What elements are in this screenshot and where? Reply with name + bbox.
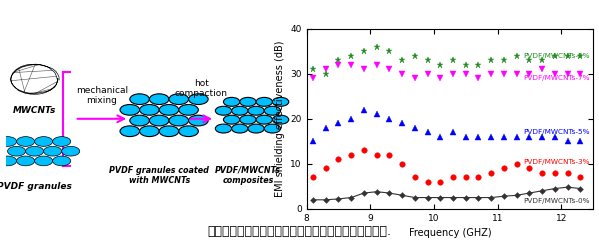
Ellipse shape: [264, 106, 280, 115]
Ellipse shape: [35, 156, 53, 166]
Ellipse shape: [120, 126, 140, 137]
Ellipse shape: [215, 124, 232, 133]
Ellipse shape: [8, 146, 26, 156]
Ellipse shape: [120, 104, 140, 115]
Ellipse shape: [189, 115, 208, 126]
Ellipse shape: [0, 156, 17, 166]
Ellipse shape: [169, 115, 189, 126]
Text: PVDF granules: PVDF granules: [0, 182, 72, 191]
Ellipse shape: [149, 94, 169, 104]
Ellipse shape: [140, 126, 159, 137]
Ellipse shape: [248, 106, 264, 115]
Text: PVDF granules coated
with MWCNTs: PVDF granules coated with MWCNTs: [109, 166, 209, 185]
Ellipse shape: [159, 104, 179, 115]
Ellipse shape: [140, 104, 159, 115]
Ellipse shape: [62, 146, 80, 156]
Ellipse shape: [26, 146, 44, 156]
Text: 隔离结构复合材料的制备示意图及复合材料的屏蔽性能.: 隔离结构复合材料的制备示意图及复合材料的屏蔽性能.: [207, 225, 392, 238]
Text: mechanical
mixing: mechanical mixing: [76, 86, 128, 105]
Ellipse shape: [240, 97, 256, 106]
Ellipse shape: [189, 94, 208, 104]
Ellipse shape: [17, 156, 35, 166]
Ellipse shape: [223, 97, 240, 106]
Ellipse shape: [53, 137, 71, 146]
Ellipse shape: [130, 94, 149, 104]
Ellipse shape: [149, 115, 169, 126]
Ellipse shape: [232, 124, 248, 133]
Ellipse shape: [159, 126, 179, 137]
Ellipse shape: [35, 137, 53, 146]
Ellipse shape: [44, 146, 62, 156]
Ellipse shape: [240, 115, 256, 124]
Ellipse shape: [256, 97, 273, 106]
X-axis label: Frequency (GHZ): Frequency (GHZ): [409, 228, 491, 238]
Ellipse shape: [179, 104, 198, 115]
Text: PVDF/MWCNTs-3%: PVDF/MWCNTs-3%: [524, 159, 590, 165]
Ellipse shape: [223, 115, 240, 124]
Y-axis label: EMI shielding effectiveness (dB): EMI shielding effectiveness (dB): [275, 41, 285, 197]
Ellipse shape: [264, 124, 280, 133]
Text: MWCNTs: MWCNTs: [13, 106, 56, 115]
Ellipse shape: [248, 124, 264, 133]
Ellipse shape: [232, 106, 248, 115]
Ellipse shape: [130, 115, 149, 126]
Ellipse shape: [273, 115, 289, 124]
Text: PVDF/MWCNTs-9%: PVDF/MWCNTs-9%: [524, 53, 590, 59]
Ellipse shape: [17, 137, 35, 146]
Ellipse shape: [169, 94, 189, 104]
Text: PVDF/MWCNTs-5%: PVDF/MWCNTs-5%: [524, 129, 590, 135]
Ellipse shape: [215, 106, 232, 115]
Text: PVDF/MWCNTs-0%: PVDF/MWCNTs-0%: [524, 198, 590, 204]
Ellipse shape: [179, 126, 198, 137]
Ellipse shape: [273, 97, 289, 106]
Ellipse shape: [256, 115, 273, 124]
Ellipse shape: [0, 137, 17, 146]
Text: PVDF/MWCNTs-7%: PVDF/MWCNTs-7%: [524, 75, 590, 81]
Ellipse shape: [53, 156, 71, 166]
Text: hot
compaction: hot compaction: [175, 78, 228, 98]
Text: PVDF/MWCNTs
composites: PVDF/MWCNTs composites: [215, 166, 281, 185]
